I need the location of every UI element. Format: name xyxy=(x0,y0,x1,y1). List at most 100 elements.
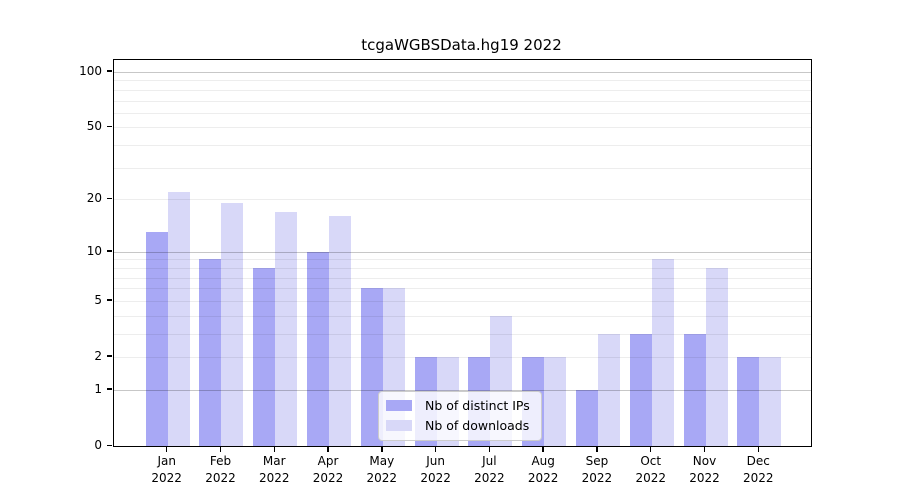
y-gridline-minor-6 xyxy=(114,288,811,290)
x-tick-mark-sep xyxy=(596,446,598,452)
x-tick-year: 2022 xyxy=(474,470,505,485)
y-gridline-minor-7 xyxy=(114,277,811,279)
y-gridline-minor-5 xyxy=(114,300,811,302)
x-tick-year: 2022 xyxy=(420,470,451,485)
x-tick-label-nov: Nov 2022 xyxy=(673,453,737,486)
y-gridline-major-1 xyxy=(114,389,811,391)
y-tick-mark-10 xyxy=(106,250,112,252)
bar-downloads-sep xyxy=(597,333,620,446)
x-tick-label-jul: Jul 2022 xyxy=(457,453,521,486)
x-tick-month: Jun xyxy=(426,454,445,468)
x-tick-mark-jun xyxy=(434,446,437,452)
y-gridline-minor-40 xyxy=(114,145,811,147)
legend: Nb of distinct IPs Nb of downloads xyxy=(378,391,542,441)
x-tick-month: Apr xyxy=(317,454,339,468)
bar-distinct-ips-feb xyxy=(199,259,222,446)
y-tick-mark-2 xyxy=(106,355,112,357)
x-tick-month: Aug xyxy=(531,454,555,468)
x-tick-label-apr: Apr 2022 xyxy=(296,453,360,486)
y-tick-mark-20 xyxy=(106,197,112,200)
y-gridline-minor-30 xyxy=(114,167,811,169)
y-tick-label-5: 5 xyxy=(94,292,102,307)
x-tick-label-dec: Dec 2022 xyxy=(726,453,790,486)
y-gridline-minor-3 xyxy=(114,333,811,335)
x-tick-label-jan: Jan 2022 xyxy=(135,453,199,486)
x-tick-year: 2022 xyxy=(527,470,559,485)
x-tick-year: 2022 xyxy=(205,470,236,485)
x-tick-mark-jan xyxy=(165,446,168,452)
x-tick-month: Oct xyxy=(640,454,662,468)
y-tick-label-2: 2 xyxy=(94,348,102,363)
x-tick-year: 2022 xyxy=(258,470,290,485)
bar-distinct-ips-nov xyxy=(683,333,706,446)
legend-swatch-distinct-ips xyxy=(386,400,412,411)
y-gridline-minor-2 xyxy=(114,357,811,358)
y-gridline-minor-20 xyxy=(114,199,811,201)
y-tick-label-100: 100 xyxy=(79,63,102,78)
legend-entry-downloads: Nb of downloads xyxy=(386,418,530,433)
bar-distinct-ips-mar xyxy=(253,267,276,446)
x-tick-year: 2022 xyxy=(312,470,344,485)
x-tick-label-jun: Jun 2022 xyxy=(404,453,468,486)
bar-downloads-jan xyxy=(167,191,190,446)
bar-downloads-dec xyxy=(759,357,782,446)
y-tick-label-1: 1 xyxy=(94,381,102,396)
x-tick-month: May xyxy=(369,454,395,468)
y-gridline-minor-60 xyxy=(114,112,811,114)
x-tick-year: 2022 xyxy=(151,470,182,485)
y-gridline-minor-90 xyxy=(114,80,811,82)
bar-downloads-feb xyxy=(221,203,244,446)
bar-downloads-mar xyxy=(275,211,298,446)
y-tick-mark-100 xyxy=(106,70,112,72)
y-tick-mark-1 xyxy=(106,388,112,390)
bar-downloads-oct xyxy=(651,259,674,446)
x-tick-year: 2022 xyxy=(742,470,774,485)
x-tick-mark-mar xyxy=(273,446,275,452)
x-tick-label-oct: Oct 2022 xyxy=(619,453,683,486)
bar-distinct-ips-sep xyxy=(575,389,598,446)
y-gridline-minor-80 xyxy=(114,89,811,91)
y-tick-label-0: 0 xyxy=(94,438,102,452)
bar-distinct-ips-may xyxy=(360,288,383,446)
y-gridline-major-100 xyxy=(114,72,811,73)
x-tick-mark-aug xyxy=(542,446,544,452)
y-tick-label-10: 10 xyxy=(86,243,102,258)
y-gridline-minor-9 xyxy=(114,259,811,261)
y-gridline-minor-70 xyxy=(114,100,811,102)
x-tick-month: Dec xyxy=(746,454,770,468)
x-tick-mark-may xyxy=(381,446,383,452)
bar-distinct-ips-jan xyxy=(145,232,168,446)
bar-distinct-ips-dec xyxy=(737,357,760,446)
bar-distinct-ips-apr xyxy=(307,251,330,446)
x-tick-label-aug: Aug 2022 xyxy=(511,453,575,486)
x-tick-label-may: May 2022 xyxy=(350,453,414,486)
plot-area xyxy=(113,59,812,447)
legend-entry-distinct-ips: Nb of distinct IPs xyxy=(386,398,530,413)
y-gridline-minor-50 xyxy=(114,127,811,129)
x-tick-month: Jan xyxy=(157,454,176,468)
y-gridline-minor-8 xyxy=(114,267,811,269)
y-tick-mark-50 xyxy=(106,125,112,128)
x-tick-mark-feb xyxy=(219,446,222,452)
y-gridline-minor-4 xyxy=(114,315,811,317)
y-tick-mark-5 xyxy=(106,299,112,301)
legend-swatch-downloads xyxy=(386,420,412,431)
x-tick-label-sep: Sep 2022 xyxy=(565,453,629,486)
x-tick-mark-nov xyxy=(703,446,706,452)
legend-label-downloads: Nb of downloads xyxy=(425,418,530,433)
x-tick-year: 2022 xyxy=(635,470,666,485)
x-tick-mark-dec xyxy=(757,446,760,452)
x-tick-label-mar: Mar 2022 xyxy=(242,453,306,486)
x-tick-mark-oct xyxy=(649,446,652,452)
x-tick-month: Sep xyxy=(585,454,609,468)
x-tick-month: Nov xyxy=(692,454,717,468)
x-tick-label-feb: Feb 2022 xyxy=(188,453,252,486)
bar-distinct-ips-oct xyxy=(629,333,652,446)
x-tick-month: Mar xyxy=(262,454,286,468)
bar-downloads-aug xyxy=(544,357,567,446)
x-tick-month: Jul xyxy=(482,454,497,468)
x-tick-year: 2022 xyxy=(581,470,613,485)
x-tick-month: Feb xyxy=(209,454,232,468)
x-tick-year: 2022 xyxy=(366,470,398,485)
